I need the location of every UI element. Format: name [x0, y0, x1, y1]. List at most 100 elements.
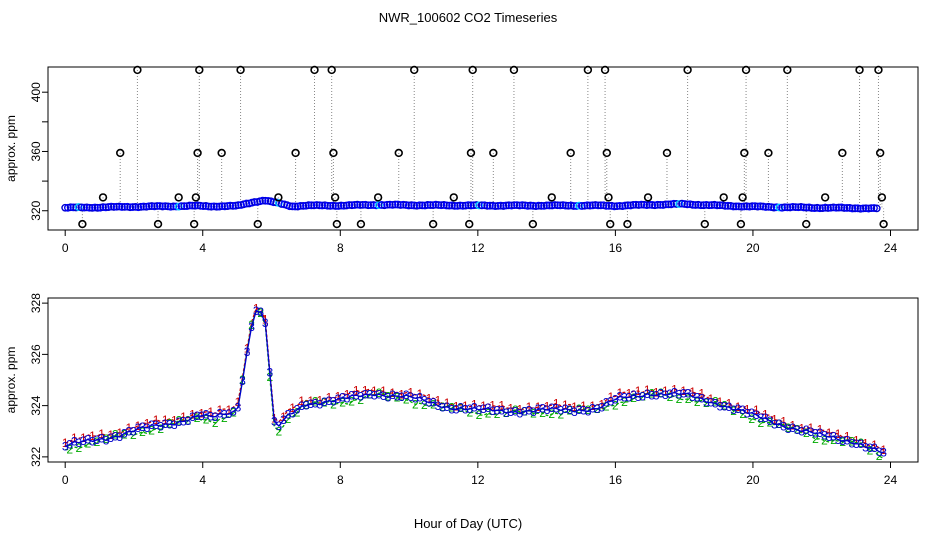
outlier-point	[329, 148, 338, 158]
series-marker: 1	[662, 384, 669, 398]
series-marker: 3	[162, 417, 169, 431]
series-marker: 3	[594, 402, 601, 416]
series-marker: 2	[430, 397, 437, 411]
data-point	[326, 201, 335, 210]
series-marker: 1	[480, 399, 487, 413]
data-point	[862, 204, 870, 213]
series-marker: 3	[798, 425, 805, 439]
data-point	[816, 204, 824, 213]
data-point	[315, 201, 324, 210]
data-point	[504, 201, 513, 210]
data-point	[697, 201, 705, 210]
data-point	[613, 202, 621, 210]
series-marker: 1	[844, 429, 851, 443]
series-marker: 2	[294, 405, 301, 419]
series-marker: 1	[753, 403, 760, 417]
series-marker: 3	[530, 405, 537, 419]
outlier-point	[410, 65, 419, 75]
outlier-point	[602, 148, 611, 158]
data-point	[426, 201, 435, 209]
outlier-point	[719, 193, 728, 202]
data-point	[496, 201, 505, 210]
series-marker: 2	[621, 395, 628, 409]
outlier-point	[874, 65, 883, 75]
series-marker: 3	[362, 387, 369, 401]
series-marker: 2	[803, 426, 810, 440]
plot-frame	[47, 297, 919, 463]
series-marker: 3	[130, 425, 137, 439]
data-point	[99, 203, 107, 212]
series-marker: 3	[398, 390, 405, 404]
series-marker: 2	[303, 398, 310, 412]
series-marker: 1	[607, 390, 614, 404]
series-marker: 3	[780, 420, 787, 434]
series-marker: 1	[826, 426, 833, 440]
series-marker: 3	[298, 399, 305, 413]
series-marker: 2	[285, 412, 292, 426]
x-tick-label: 20	[746, 473, 760, 487]
series-marker: 3	[639, 389, 646, 403]
data-point	[291, 202, 300, 211]
data-point	[615, 201, 624, 210]
series-marker: 2	[548, 407, 555, 421]
series-marker: 1	[617, 386, 624, 400]
data-point	[391, 200, 400, 209]
series-marker: 3	[485, 401, 492, 415]
series-marker: 1	[416, 387, 423, 401]
y-tick-label: 328	[29, 293, 43, 313]
data-point	[153, 202, 162, 210]
data-point	[610, 202, 619, 211]
series-marker: 2	[858, 436, 865, 450]
data-point	[675, 200, 684, 208]
series-marker: 3	[239, 374, 246, 388]
series-marker: 2	[767, 415, 774, 429]
series-marker: 3	[794, 423, 801, 437]
data-point	[705, 201, 713, 210]
outlier-point	[875, 148, 885, 158]
data-point	[775, 203, 784, 212]
series-marker: 3	[185, 414, 192, 428]
outlier-point	[195, 65, 204, 75]
outlier-point	[643, 193, 653, 202]
series-marker: 1	[180, 410, 187, 424]
series-marker: 3	[471, 401, 478, 415]
data-point	[724, 201, 732, 210]
data-point	[220, 202, 229, 211]
series-marker: 3	[744, 406, 751, 420]
series-marker: 3	[498, 403, 505, 417]
series-marker: 3	[821, 429, 828, 443]
data-point	[475, 201, 483, 210]
data-point	[794, 203, 803, 212]
series-marker: 1	[808, 421, 815, 435]
data-point	[61, 203, 70, 212]
data-point	[510, 201, 519, 210]
series-marker: 3	[612, 393, 619, 407]
data-point	[80, 203, 89, 212]
series-marker: 3	[135, 421, 142, 435]
series-marker: 1	[62, 436, 69, 450]
series-marker: 2	[467, 406, 474, 420]
data-point	[515, 201, 524, 210]
series-marker: 1	[207, 405, 214, 419]
y-tick-label: 324	[29, 395, 43, 415]
series-marker: 3	[880, 446, 887, 460]
series-marker: 2	[485, 406, 492, 420]
series-marker: 3	[771, 417, 778, 431]
series-marker: 3	[526, 404, 533, 418]
series-marker: 3	[357, 390, 364, 404]
data-point	[366, 201, 375, 209]
chart-title: NWR_100602 CO2 Timeseries	[379, 10, 558, 25]
data-point	[737, 202, 746, 211]
data-point	[623, 201, 632, 210]
series-marker: 3	[244, 345, 251, 359]
data-point	[337, 201, 346, 210]
series-marker: 3	[85, 433, 92, 447]
series-marker: 3	[171, 418, 178, 432]
series-marker: 3	[476, 403, 483, 417]
series-marker: 3	[371, 389, 378, 403]
series-marker: 1	[698, 387, 705, 401]
series-marker: 3	[567, 403, 574, 417]
series-marker: 3	[544, 403, 551, 417]
data-point	[345, 201, 354, 209]
